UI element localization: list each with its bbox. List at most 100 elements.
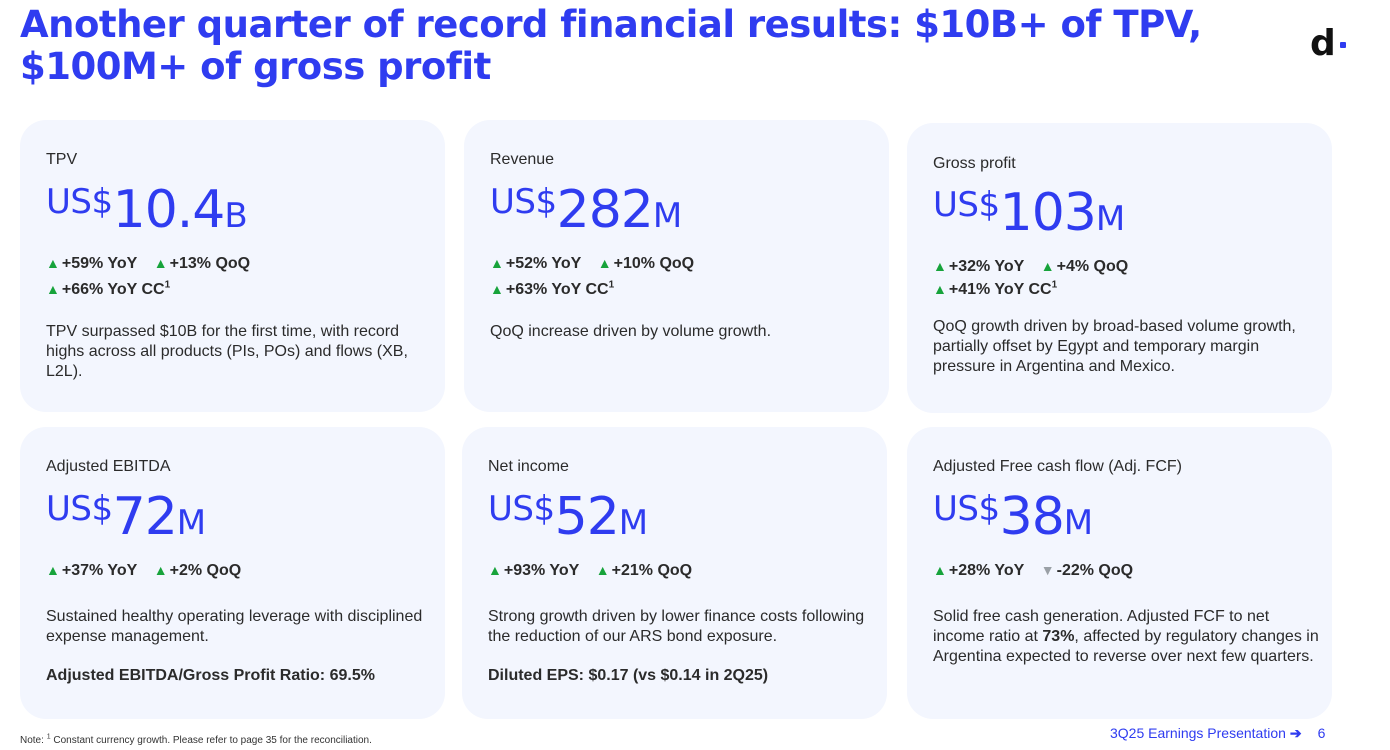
up-arrow-icon: ▲ [46, 562, 60, 578]
growth-row-cc: ▲ +63% YoY CC1 [490, 280, 614, 299]
logo-dot [1340, 42, 1346, 48]
value-unit: M [652, 196, 683, 236]
card-label: Revenue [490, 151, 555, 168]
value-unit: M [1063, 503, 1094, 543]
growth-text: +2% QoQ [169, 562, 242, 579]
card-label: Gross profit [933, 155, 1016, 172]
metric-value: US$10.4B [46, 178, 248, 242]
growth-row: ▲ +28% YoY ▼ -22% QoQ [933, 561, 1145, 580]
company-logo: d [1310, 23, 1336, 64]
down-arrow-icon: ▼ [1040, 562, 1055, 578]
value-number: 10.4 [112, 180, 226, 240]
growth-text: +10% QoQ [613, 255, 695, 272]
growth-row: ▲ +93% YoY ▲ +21% QoQ [488, 561, 704, 580]
growth-text: +37% YoY [61, 562, 138, 579]
growth-item: ▲ +10% QoQ [598, 254, 694, 273]
value-unit: M [1095, 199, 1126, 239]
presentation-label: 3Q25 Earnings Presentation [1110, 725, 1286, 741]
growth-text: +41% YoY CC [948, 281, 1052, 298]
diluted-eps: Diluted EPS: $0.17 (vs $0.14 in 2Q25) [488, 667, 769, 684]
card-label: TPV [46, 151, 78, 168]
currency: US$ [488, 489, 555, 529]
card-description: QoQ growth driven by broad-based volume … [933, 318, 1296, 375]
footer-presentation-link[interactable]: 3Q25 Earnings Presentation ➔ 6 [1110, 725, 1325, 741]
card-label: Adjusted Free cash flow (Adj. FCF) [933, 458, 1182, 475]
growth-row: ▲ +59% YoY ▲ +13% QoQ [46, 254, 262, 273]
fcf-ratio: 73% [1042, 628, 1075, 645]
growth-row-cc: ▲ +66% YoY CC1 [46, 280, 170, 299]
up-arrow-icon: ▲ [595, 562, 610, 578]
growth-text: +66% YoY CC [61, 281, 165, 298]
metric-value: US$103M [933, 181, 1125, 245]
value-number: 38 [999, 487, 1065, 547]
currency: US$ [933, 489, 1000, 529]
value-number: 103 [999, 183, 1097, 243]
value-number: 52 [554, 487, 620, 547]
growth-text: +4% QoQ [1056, 258, 1129, 275]
up-arrow-icon: ▲ [490, 281, 504, 297]
footnote: Note: 1 Constant currency growth. Please… [20, 733, 372, 747]
page-title: Another quarter of record financial resu… [20, 3, 1202, 88]
value-number: 72 [112, 487, 178, 547]
currency: US$ [933, 185, 1000, 225]
metric-value: US$38M [933, 485, 1093, 549]
growth-item: ▲ +93% YoY [488, 561, 579, 580]
gross-profit-card: Gross profit US$103M ▲ +32% YoY ▲ +4% QoQ … [907, 123, 1332, 413]
arrow-right-icon: ➔ [1289, 725, 1302, 741]
adjusted-ebitda-card: Adjusted EBITDA US$72M ▲ +37% YoY ▲ +2% Qo… [20, 427, 445, 719]
up-arrow-icon: ▲ [933, 562, 947, 578]
growth-row: ▲ +52% YoY ▲ +10% QoQ [490, 254, 706, 273]
growth-item: ▼ -22% QoQ [1041, 561, 1133, 580]
up-arrow-icon: ▲ [488, 562, 502, 578]
footnote-marker: 1 [46, 733, 51, 741]
growth-text: +32% YoY [948, 258, 1025, 275]
note-prefix: Note: [20, 735, 47, 746]
growth-item: ▲ +37% YoY [46, 561, 137, 580]
up-arrow-icon: ▲ [490, 255, 504, 271]
desc-text: Solid free cash generation. Adjusted FCF… [933, 608, 1270, 645]
card-description: QoQ increase driven by volume growth. [490, 323, 772, 340]
growth-item: ▲ +52% YoY [490, 254, 581, 273]
growth-item: ▲ +4% QoQ [1041, 257, 1128, 276]
growth-row-cc: ▲ +41% YoY CC1 [933, 280, 1057, 299]
up-arrow-icon: ▲ [46, 255, 60, 271]
adjusted-fcf-card: Adjusted Free cash flow (Adj. FCF) US$38… [907, 427, 1332, 719]
growth-text: +63% YoY CC [505, 281, 609, 298]
growth-text: +93% YoY [503, 562, 580, 579]
growth-item: ▲ +59% YoY [46, 254, 137, 273]
metric-value: US$72M [46, 485, 206, 549]
growth-item: ▲ +28% YoY [933, 561, 1024, 580]
metric-value: US$52M [488, 485, 648, 549]
growth-item: ▲ +2% QoQ [154, 561, 241, 580]
footnote-marker: 1 [608, 279, 615, 291]
up-arrow-icon: ▲ [153, 255, 168, 271]
up-arrow-icon: ▲ [1040, 258, 1055, 274]
growth-text: +28% YoY [948, 562, 1025, 579]
card-label: Net income [488, 458, 569, 475]
growth-item: ▲ +32% YoY [933, 257, 1024, 276]
up-arrow-icon: ▲ [46, 281, 60, 297]
revenue-card: Revenue US$282M ▲ +52% YoY ▲ +10% QoQ ▲ +63… [464, 120, 889, 412]
up-arrow-icon: ▲ [933, 258, 947, 274]
card-description: TPV surpassed $10B for the first time, w… [46, 323, 408, 380]
growth-item: ▲ +21% QoQ [596, 561, 692, 580]
currency: US$ [46, 489, 113, 529]
value-unit: M [618, 503, 649, 543]
value-number: 282 [556, 180, 654, 240]
card-description: Solid free cash generation. Adjusted FCF… [933, 607, 1323, 667]
growth-text: +13% QoQ [169, 255, 251, 272]
growth-row: ▲ +37% YoY ▲ +2% QoQ [46, 561, 253, 580]
footnote-marker: 1 [1051, 279, 1058, 291]
growth-item: ▲ +13% QoQ [154, 254, 250, 273]
metric-value: US$282M [490, 178, 682, 242]
net-income-card: Net income US$52M ▲ +93% YoY ▲ +21% QoQ St… [462, 427, 887, 719]
value-unit: M [176, 503, 207, 543]
growth-text: +52% YoY [505, 255, 582, 272]
currency: US$ [46, 182, 113, 222]
footnote-marker: 1 [164, 279, 171, 291]
ebitda-ratio: Adjusted EBITDA/Gross Profit Ratio: 69.5… [46, 667, 375, 684]
page-number: 6 [1317, 725, 1326, 741]
note-text: Constant currency growth. Please refer t… [53, 735, 372, 746]
desc-text: , affected by regulatory changes in Arge… [933, 628, 1319, 665]
tpv-card: TPV US$10.4B ▲ +59% YoY ▲ +13% QoQ ▲ +66% Y… [20, 120, 445, 412]
